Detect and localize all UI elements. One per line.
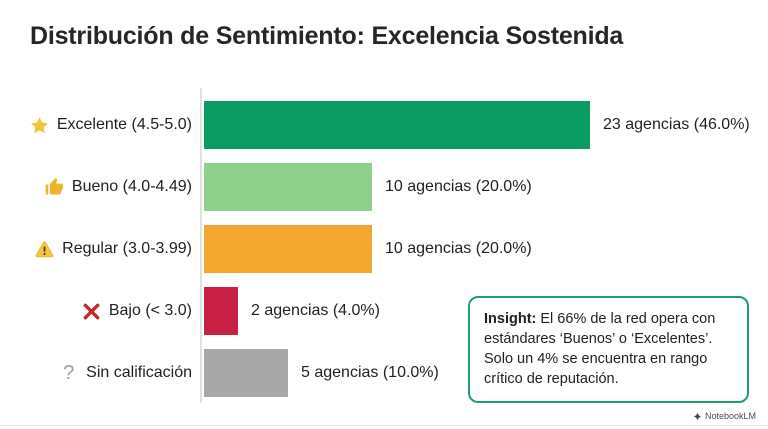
bar [204, 163, 372, 211]
chart-row-bueno: Bueno (4.0-4.49) 10 agencias (20.0%) [0, 163, 768, 211]
category-label: Regular (3.0-3.99) [0, 239, 192, 260]
value-label: 10 agencias (20.0%) [385, 178, 532, 195]
chart-row-excelente: Excelente (4.5-5.0) 23 agencias (46.0%) [0, 101, 768, 149]
category-label-text: Bajo (< 3.0) [108, 302, 192, 319]
sentiment-bar-chart: Excelente (4.5-5.0) 23 agencias (46.0%) … [0, 101, 768, 411]
star-icon [29, 115, 50, 136]
value-label: 5 agencias (10.0%) [301, 364, 439, 381]
chart-row-sin-calificacion: ? Sin calificación 5 agencias (10.0%) [0, 349, 768, 397]
value-label: 2 agencias (4.0%) [251, 302, 380, 319]
question-icon: ? [58, 363, 79, 384]
category-label-text: Sin calificación [86, 364, 192, 381]
category-label: Excelente (4.5-5.0) [0, 115, 192, 136]
bar [204, 101, 590, 149]
thumbs-up-icon [44, 177, 65, 198]
category-label-text: Bueno (4.0-4.49) [71, 178, 192, 195]
value-label: 10 agencias (20.0%) [385, 240, 532, 257]
bar [204, 287, 238, 335]
slide-bottom-edge [0, 425, 768, 426]
notebooklm-logo-icon [693, 411, 702, 421]
value-label: 23 agencias (46.0%) [603, 116, 750, 133]
chart-row-regular: Regular (3.0-3.99) 10 agencias (20.0%) [0, 225, 768, 273]
bar [204, 349, 288, 397]
category-label: ? Sin calificación [0, 363, 192, 384]
notebooklm-label: NotebookLM [704, 411, 756, 421]
category-label-text: Regular (3.0-3.99) [62, 240, 192, 257]
chart-axis-line [200, 88, 202, 403]
warning-icon [34, 239, 55, 260]
insight-text: El 66% de la red opera con estándares ‘B… [484, 311, 716, 387]
category-label: Bueno (4.0-4.49) [0, 177, 192, 198]
chart-row-bajo: Bajo (< 3.0) 2 agencias (4.0%) [0, 287, 768, 335]
question-glyph: ? [63, 362, 75, 384]
x-icon [81, 301, 102, 322]
bar [204, 225, 372, 273]
category-label-text: Excelente (4.5-5.0) [56, 116, 192, 133]
insight-label: Insight: [484, 311, 537, 327]
notebooklm-watermark: NotebookLM [693, 411, 756, 421]
page-title: Distribución de Sentimiento: Excelencia … [30, 22, 624, 50]
insight-box: Insight: El 66% de la red opera con está… [468, 296, 749, 403]
category-label: Bajo (< 3.0) [0, 301, 192, 322]
